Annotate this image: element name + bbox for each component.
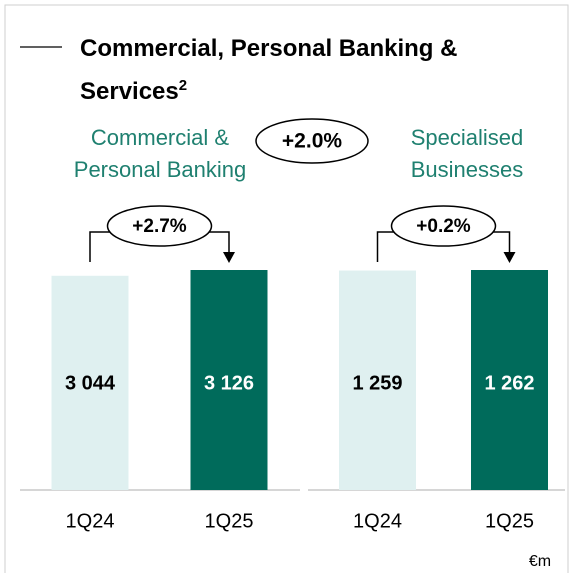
- frame: [4, 4, 569, 573]
- value-label: 1 259: [352, 372, 402, 394]
- change-oval: [390, 205, 497, 247]
- change-oval: [106, 205, 213, 247]
- bar: [190, 270, 268, 490]
- change-label: +2.7%: [132, 216, 187, 237]
- bar: [471, 270, 548, 490]
- value-label: 3 126: [204, 372, 254, 394]
- total-change-oval: [255, 118, 369, 164]
- title-superscript: 2: [178, 77, 188, 94]
- arrow-head: [223, 252, 235, 263]
- x-tick-label: 1Q24: [66, 510, 115, 532]
- x-tick-label: 1Q24: [353, 510, 402, 532]
- panel-title: Specialised Businesses: [410, 125, 524, 182]
- x-tick-label: 1Q25: [205, 510, 254, 532]
- panel-title: Commercial & Personal Banking: [73, 125, 247, 182]
- title-text: Commercial, Personal Banking & Services: [80, 35, 458, 105]
- change-label: +0.2%: [416, 216, 471, 237]
- value-label: 1 262: [484, 372, 534, 394]
- bar: [339, 270, 416, 490]
- total-change: +2.0%: [282, 130, 342, 153]
- x-tick-label: 1Q25: [485, 510, 534, 532]
- header-title: Commercial, Personal Banking & Services2: [80, 30, 560, 110]
- unit: €m: [529, 553, 551, 570]
- value-label: 3 044: [65, 372, 116, 394]
- arrow-head: [503, 252, 516, 263]
- bar: [51, 275, 129, 490]
